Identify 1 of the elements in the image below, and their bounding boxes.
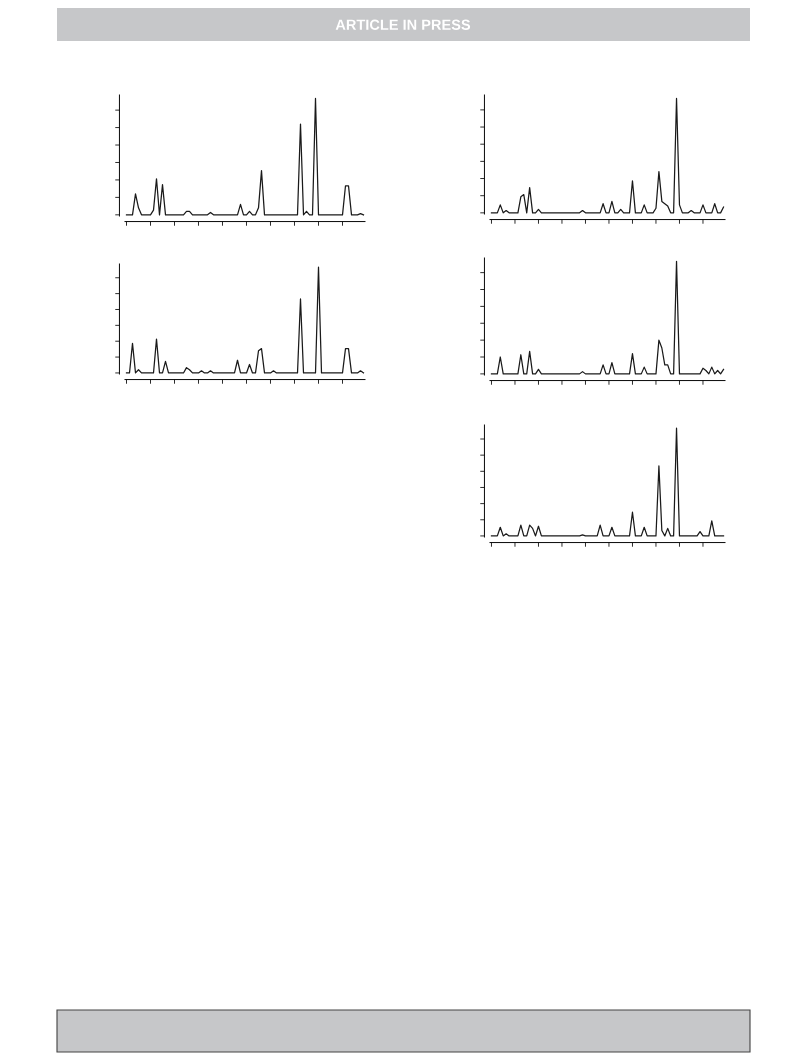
text: ARTICLE IN PRESS — [335, 19, 471, 30]
